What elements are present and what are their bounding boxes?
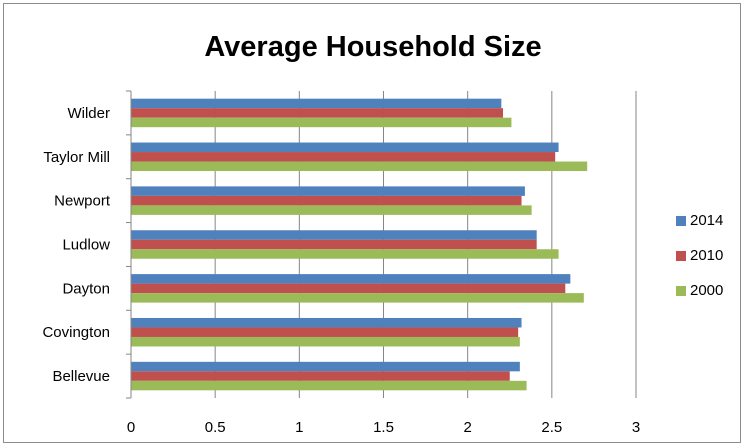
bar-2014-dayton (131, 274, 571, 284)
bar-2014-covington (131, 317, 522, 328)
legend-item-2000: 2000 (668, 282, 740, 300)
bar-2014-ludlow (131, 230, 537, 240)
bar-2010-newport (131, 195, 522, 206)
y-tick-label: Bellevue (52, 368, 110, 385)
x-tick-label: 2 (463, 419, 471, 436)
y-tick-label: Covington (42, 324, 110, 341)
bar-2010-dayton (131, 283, 566, 294)
x-tick-label: 0 (127, 419, 135, 436)
legend-label: 2014 (690, 212, 724, 229)
x-tick-label: 1.5 (373, 419, 394, 436)
legend-swatch (676, 286, 686, 296)
bar-2000-covington (131, 336, 520, 347)
legend-item-2010: 2010 (668, 247, 740, 265)
bar-2010-taylor-mill (131, 152, 556, 162)
x-tick-label: 1 (295, 419, 303, 436)
bar-2010-bellevue (131, 371, 510, 381)
legend-item-2014: 2014 (668, 212, 740, 230)
bar-2014-bellevue (131, 361, 520, 372)
bar-2000-bellevue (131, 380, 527, 391)
y-tick-label: Wilder (67, 105, 110, 122)
bar-2000-ludlow (131, 249, 559, 259)
x-tick-label: 3 (632, 419, 640, 436)
y-tick-label: Taylor Mill (43, 149, 110, 166)
legend-swatch (676, 251, 686, 261)
y-tick-label: Dayton (62, 280, 110, 297)
bar-2014-newport (131, 186, 525, 196)
bar-2014-wilder (131, 98, 502, 109)
bar-2010-wilder (131, 108, 504, 118)
bar-2000-dayton (131, 293, 584, 303)
bar-2010-ludlow (131, 239, 537, 250)
bar-2010-covington (131, 327, 519, 337)
bar-2000-wilder (131, 117, 512, 128)
bar-2000-taylor-mill (131, 161, 588, 172)
bar-2014-taylor-mill (131, 142, 559, 153)
y-tick-label: Newport (54, 193, 111, 210)
legend-label: 2000 (690, 282, 724, 299)
bar-2000-newport (131, 205, 532, 215)
legend: 2014 2010 2000 (668, 212, 740, 317)
x-tick-label: 0.5 (205, 419, 226, 436)
x-tick-label: 2.5 (541, 419, 562, 436)
chart-title: Average Household Size (204, 31, 542, 63)
legend-swatch (676, 216, 686, 226)
legend-label: 2010 (690, 247, 724, 264)
y-tick-label: Ludlow (62, 237, 110, 254)
